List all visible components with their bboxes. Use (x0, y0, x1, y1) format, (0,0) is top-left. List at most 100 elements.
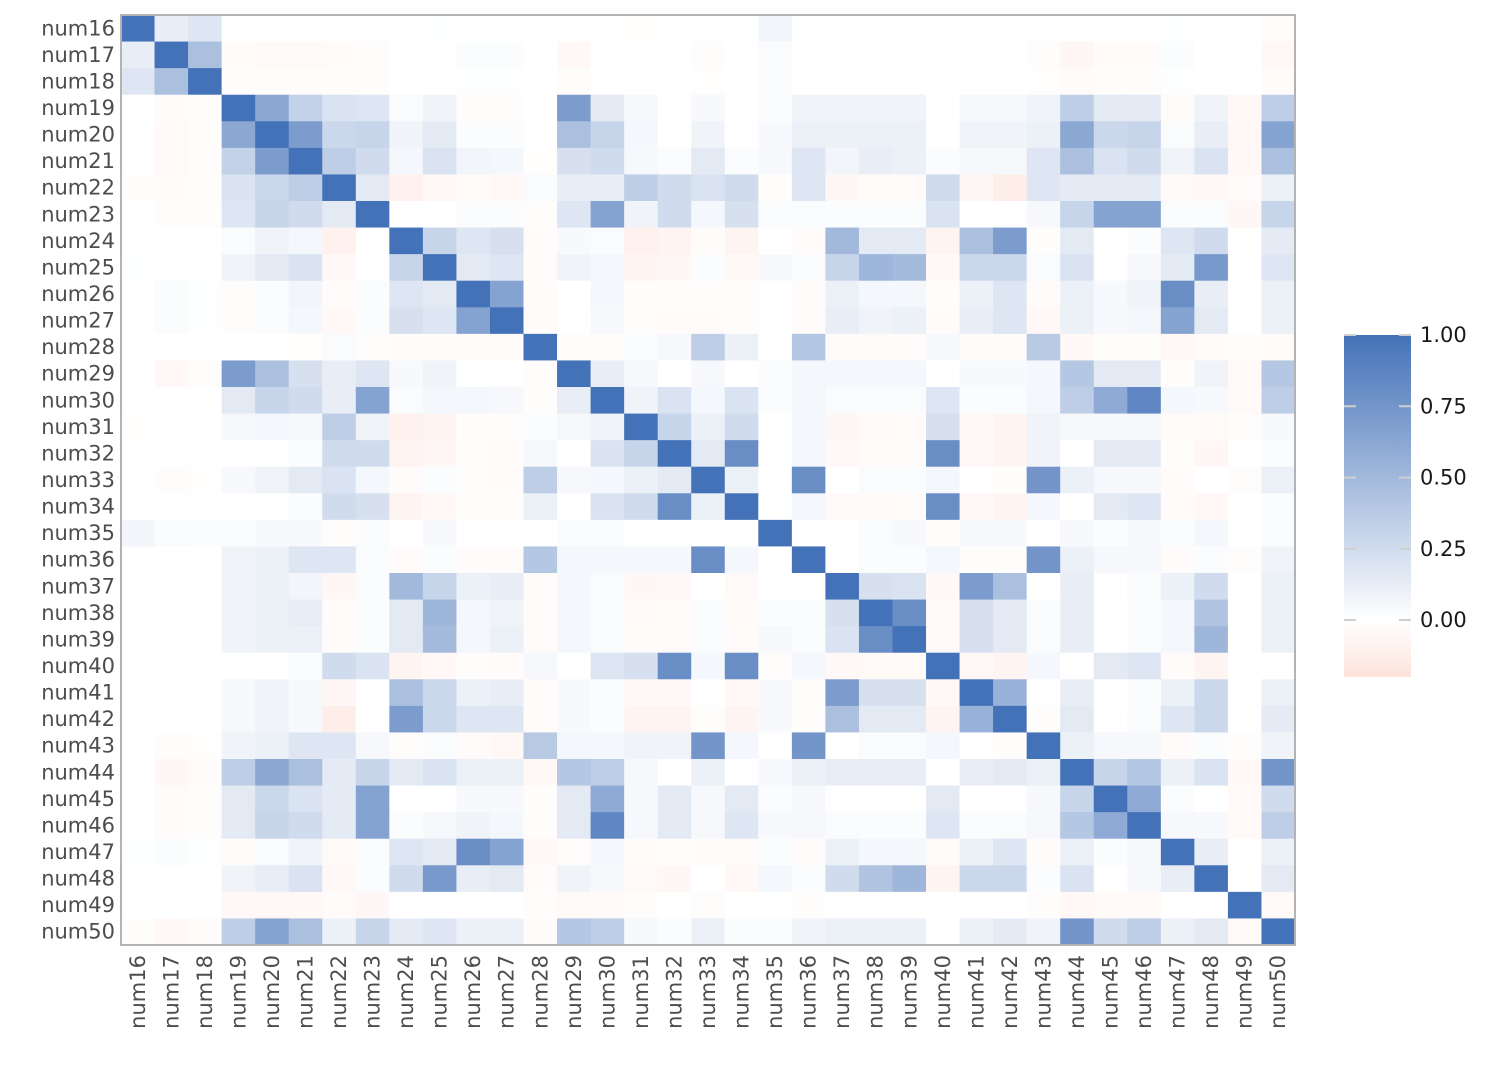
heatmap-cell-num50-num35 (758, 918, 793, 946)
heatmap-cell-num39-num23 (355, 626, 390, 654)
heatmap-cell-num29-num27 (489, 360, 524, 388)
heatmap-cell-num47-num22 (322, 838, 357, 866)
heatmap-cell-num24-num19 (221, 227, 256, 255)
heatmap-cell-num31-num44 (1060, 413, 1095, 441)
heatmap-cell-num25-num24 (389, 254, 424, 282)
heatmap-cell-num40-num41 (959, 652, 994, 680)
heatmap-cell-num47-num41 (959, 838, 994, 866)
heatmap-cell-num38-num25 (422, 599, 457, 627)
heatmap-cell-num24-num21 (288, 227, 323, 255)
x-tick-label: num27 (495, 955, 519, 1029)
heatmap-cell-num37-num37 (825, 573, 860, 600)
heatmap-cell-num36-num33 (691, 546, 726, 574)
heatmap-cell-num41-num27 (489, 679, 524, 707)
heatmap-cell-num47-num45 (1093, 838, 1128, 866)
heatmap-cell-num33-num44 (1060, 466, 1095, 494)
heatmap-cell-num23-num26 (456, 201, 491, 228)
heatmap-cell-num25-num37 (825, 254, 860, 282)
heatmap-cell-num24-num35 (758, 227, 793, 255)
heatmap-cell-num21-num18 (188, 147, 223, 175)
heatmap-cell-num45-num23 (355, 785, 390, 813)
heatmap-cell-num48-num45 (1093, 865, 1128, 893)
heatmap-cell-num44-num42 (993, 759, 1028, 786)
heatmap-cell-num39-num35 (758, 626, 793, 654)
heatmap-cell-num21-num27 (489, 147, 524, 175)
heatmap-cell-num19-num42 (993, 94, 1028, 122)
heatmap-cell-num43-num45 (1093, 732, 1128, 760)
heatmap-cell-num29-num23 (355, 360, 390, 388)
heatmap-cell-num49-num21 (288, 891, 323, 919)
heatmap-cell-num23-num22 (322, 201, 357, 228)
heatmap-cell-num26-num50 (1261, 280, 1296, 308)
heatmap-cell-num45-num20 (255, 785, 290, 813)
heatmap-cell-num34-num40 (926, 493, 960, 521)
heatmap-cell-num44-num41 (959, 759, 994, 786)
heatmap-cell-num36-num46 (1127, 546, 1162, 574)
heatmap-cell-num37-num25 (422, 573, 457, 600)
heatmap-cell-num41-num39 (892, 679, 927, 707)
heatmap-cell-num28-num40 (926, 333, 960, 361)
heatmap-cell-num43-num35 (758, 732, 793, 760)
heatmap-cell-num25-num36 (791, 254, 826, 282)
heatmap-cell-num30-num42 (993, 387, 1028, 414)
heatmap-cell-num39-num27 (489, 626, 524, 654)
heatmap-cell-num48-num47 (1160, 865, 1195, 893)
heatmap-cell-num23-num49 (1227, 201, 1262, 228)
heatmap-cell-num39-num28 (523, 626, 558, 654)
heatmap-cell-num35-num41 (959, 519, 994, 547)
heatmap-cell-num16-num27 (489, 15, 524, 42)
heatmap-cell-num33-num46 (1127, 466, 1162, 494)
heatmap-cell-num36-num17 (154, 546, 189, 574)
heatmap-cell-num48-num42 (993, 865, 1028, 893)
heatmap-cell-num25-num46 (1127, 254, 1162, 282)
heatmap-cell-num32-num18 (188, 440, 223, 468)
heatmap-cell-num16-num37 (825, 15, 860, 42)
heatmap-cell-num17-num42 (993, 41, 1028, 69)
heatmap-cell-num48-num16 (121, 865, 155, 893)
heatmap-cell-num33-num18 (188, 466, 223, 494)
heatmap-cell-num18-num35 (758, 68, 793, 96)
heatmap-cell-num40-num26 (456, 652, 491, 680)
heatmap-cell-num22-num49 (1227, 174, 1262, 202)
heatmap-cell-num26-num28 (523, 280, 558, 308)
heatmap-cell-num46-num26 (456, 812, 491, 840)
heatmap-cell-num49-num19 (221, 891, 256, 919)
heatmap-cell-num24-num23 (355, 227, 390, 255)
heatmap-cell-num32-num48 (1194, 440, 1229, 468)
heatmap-cell-num31-num20 (255, 413, 290, 441)
heatmap-cell-num46-num28 (523, 812, 558, 840)
heatmap-cell-num34-num49 (1227, 493, 1262, 521)
heatmap-cell-num43-num27 (489, 732, 524, 760)
heatmap-cell-num44-num31 (624, 759, 659, 786)
x-tick-label: num31 (629, 955, 653, 1029)
heatmap-cell-num42-num16 (121, 705, 155, 733)
heatmap-cell-num40-num24 (389, 652, 424, 680)
heatmap-cell-num34-num29 (557, 493, 591, 521)
heatmap-cell-num43-num38 (858, 732, 893, 760)
heatmap-cell-num28-num32 (657, 333, 692, 361)
heatmap-cell-num37-num31 (624, 573, 659, 600)
heatmap-cell-num21-num31 (624, 147, 659, 175)
heatmap-cell-num18-num47 (1160, 68, 1195, 96)
heatmap-cell-num40-num47 (1160, 652, 1195, 680)
heatmap-cell-num50-num40 (926, 918, 960, 946)
heatmap-cell-num22-num44 (1060, 174, 1095, 202)
heatmap-cell-num35-num37 (825, 519, 860, 547)
heatmap-cell-num16-num21 (288, 15, 323, 42)
heatmap-cell-num38-num50 (1261, 599, 1296, 627)
heatmap-cell-num24-num32 (657, 227, 692, 255)
x-tick-label: num30 (595, 955, 619, 1029)
heatmap-cell-num24-num24 (389, 227, 424, 255)
heatmap-cell-num47-num31 (624, 838, 659, 866)
heatmap-cell-num26-num29 (557, 280, 591, 308)
heatmap-cell-num33-num21 (288, 466, 323, 494)
heatmap-cell-num20-num39 (892, 121, 927, 149)
heatmap-cell-num41-num19 (221, 679, 256, 707)
heatmap-cell-num44-num50 (1261, 759, 1296, 786)
heatmap-cell-num34-num39 (892, 493, 927, 521)
heatmap-cell-num28-num36 (791, 333, 826, 361)
heatmap-cell-num25-num21 (288, 254, 323, 282)
heatmap-cell-num44-num26 (456, 759, 491, 786)
heatmap-cell-num43-num22 (322, 732, 357, 760)
heatmap-cell-num40-num38 (858, 652, 893, 680)
